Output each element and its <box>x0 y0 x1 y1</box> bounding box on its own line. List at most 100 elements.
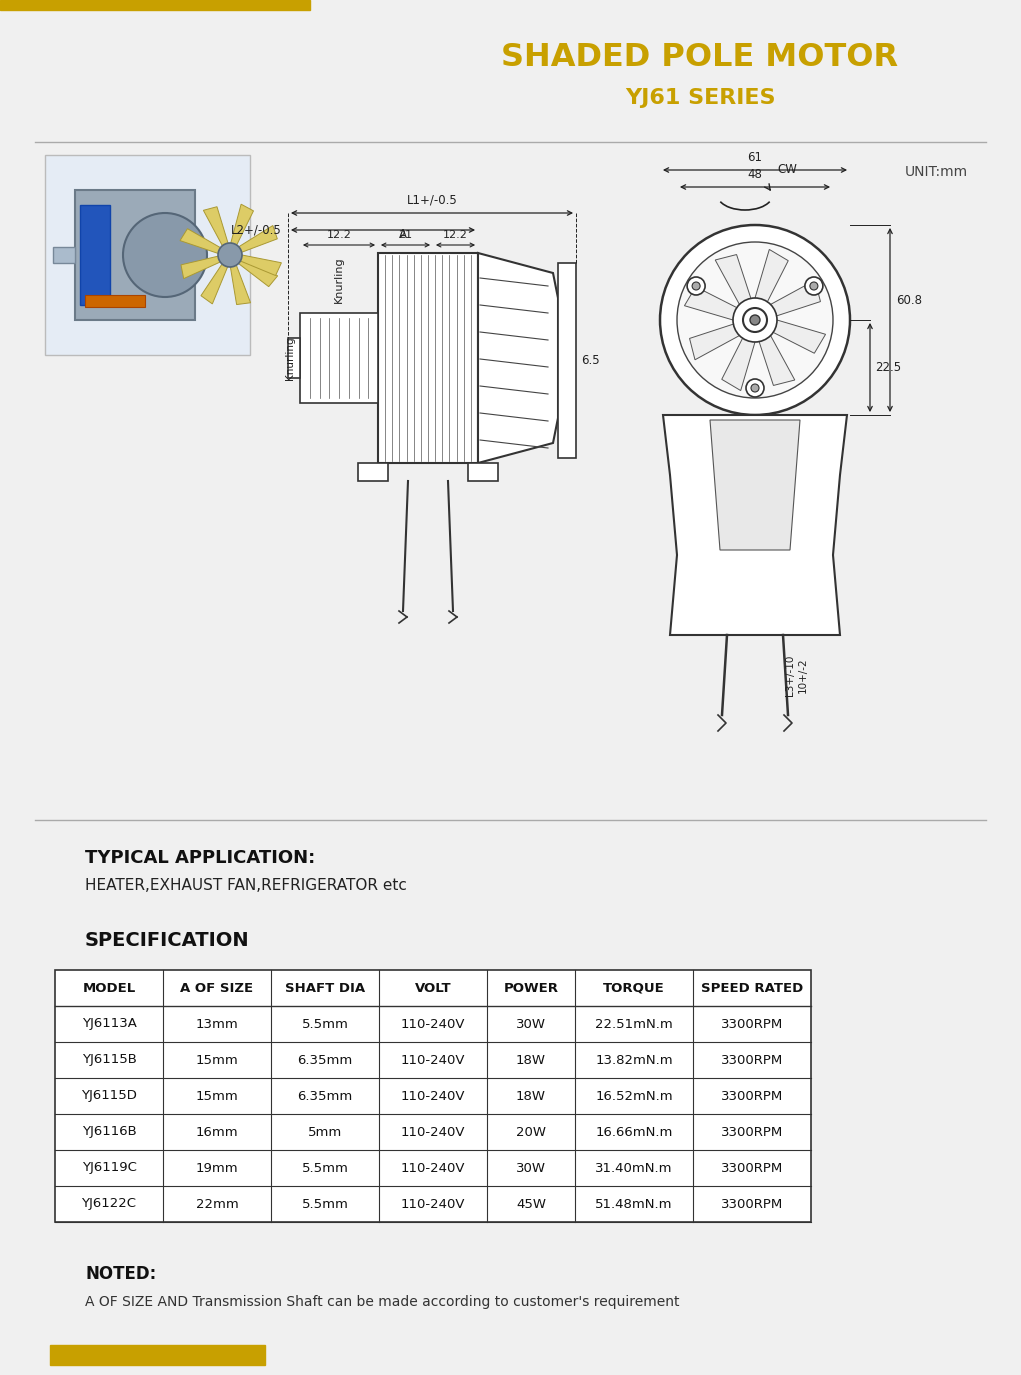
Polygon shape <box>663 415 847 635</box>
Text: 3300RPM: 3300RPM <box>721 1018 783 1030</box>
Polygon shape <box>684 287 738 320</box>
Text: SPEED RATED: SPEED RATED <box>700 982 804 994</box>
Circle shape <box>750 315 760 324</box>
Polygon shape <box>239 226 278 252</box>
Text: 18W: 18W <box>516 1053 546 1067</box>
Text: Knurling: Knurling <box>334 256 344 302</box>
Text: A OF SIZE: A OF SIZE <box>181 982 253 994</box>
Text: 16mm: 16mm <box>196 1126 238 1138</box>
Text: 12.2: 12.2 <box>443 230 468 241</box>
Text: 110-240V: 110-240V <box>401 1198 466 1210</box>
Text: 16.52mN.m: 16.52mN.m <box>595 1089 673 1103</box>
Text: TORQUE: TORQUE <box>603 982 665 994</box>
Bar <box>0 0 310 10</box>
Bar <box>45 155 250 355</box>
Text: 22mm: 22mm <box>196 1198 238 1210</box>
Text: 3300RPM: 3300RPM <box>721 1162 783 1174</box>
Text: POWER: POWER <box>503 982 558 994</box>
Text: 6.5: 6.5 <box>581 353 599 367</box>
Text: 45W: 45W <box>516 1198 546 1210</box>
Text: A OF SIZE AND Transmission Shaft can be made according to customer's requirement: A OF SIZE AND Transmission Shaft can be … <box>85 1295 680 1309</box>
Text: TYPICAL APPLICATION:: TYPICAL APPLICATION: <box>85 848 315 868</box>
Bar <box>300 314 378 403</box>
Polygon shape <box>231 205 253 245</box>
Text: 16.66mN.m: 16.66mN.m <box>595 1126 673 1138</box>
Text: UNIT:mm: UNIT:mm <box>905 165 968 179</box>
Text: SHAFT DIA: SHAFT DIA <box>285 982 366 994</box>
Bar <box>558 263 576 458</box>
Text: L1+/-0.5: L1+/-0.5 <box>406 193 457 206</box>
Text: 31.40mN.m: 31.40mN.m <box>595 1162 673 1174</box>
Text: YJ6119C: YJ6119C <box>82 1162 137 1174</box>
Circle shape <box>677 242 833 397</box>
Circle shape <box>805 276 823 296</box>
Polygon shape <box>240 254 282 275</box>
Circle shape <box>218 243 242 267</box>
Circle shape <box>733 298 777 342</box>
Text: 5mm: 5mm <box>308 1126 342 1138</box>
Circle shape <box>751 384 759 392</box>
Bar <box>50 1345 265 1365</box>
Text: VOLT: VOLT <box>415 982 451 994</box>
Polygon shape <box>201 264 228 304</box>
Polygon shape <box>231 265 250 304</box>
Text: YJ6113A: YJ6113A <box>82 1018 137 1030</box>
Text: 30W: 30W <box>516 1018 546 1030</box>
Text: CW: CW <box>777 164 796 176</box>
Polygon shape <box>771 280 821 316</box>
Polygon shape <box>239 258 278 286</box>
Text: Knurling: Knurling <box>285 337 295 380</box>
Text: 13.82mN.m: 13.82mN.m <box>595 1053 673 1067</box>
Text: 6.35mm: 6.35mm <box>297 1089 352 1103</box>
Text: 5.5mm: 5.5mm <box>301 1162 348 1174</box>
Text: L3+/-10: L3+/-10 <box>785 654 795 696</box>
Text: 3300RPM: 3300RPM <box>721 1126 783 1138</box>
Text: YJ6122C: YJ6122C <box>82 1198 137 1210</box>
Text: 13mm: 13mm <box>196 1018 238 1030</box>
Text: 61: 61 <box>747 151 763 164</box>
Text: 110-240V: 110-240V <box>401 1089 466 1103</box>
Text: 12.2: 12.2 <box>327 230 351 241</box>
Text: MODEL: MODEL <box>83 982 136 994</box>
Text: 5.5mm: 5.5mm <box>301 1018 348 1030</box>
Bar <box>55 969 811 1222</box>
Text: 21: 21 <box>398 230 412 241</box>
Text: 15mm: 15mm <box>196 1089 238 1103</box>
Text: 110-240V: 110-240V <box>401 1162 466 1174</box>
Circle shape <box>687 276 706 296</box>
Text: 10+/-2: 10+/-2 <box>798 657 808 693</box>
Bar <box>358 463 388 481</box>
Text: 6.35mm: 6.35mm <box>297 1053 352 1067</box>
Bar <box>75 190 195 320</box>
Text: 48: 48 <box>747 168 763 182</box>
Circle shape <box>123 213 207 297</box>
Text: SPECIFICATION: SPECIFICATION <box>85 931 249 950</box>
Bar <box>80 205 110 305</box>
Circle shape <box>746 380 764 397</box>
Polygon shape <box>478 253 558 463</box>
Bar <box>85 296 145 307</box>
Polygon shape <box>722 337 755 390</box>
Text: HEATER,EXHAUST FAN,REFRIGERATOR etc: HEATER,EXHAUST FAN,REFRIGERATOR etc <box>85 877 407 892</box>
Text: 20W: 20W <box>516 1126 546 1138</box>
Polygon shape <box>180 228 221 253</box>
Text: 22.51mN.m: 22.51mN.m <box>595 1018 673 1030</box>
Bar <box>288 338 300 378</box>
Circle shape <box>660 226 850 415</box>
Text: 110-240V: 110-240V <box>401 1018 466 1030</box>
Text: NOTED:: NOTED: <box>85 1265 156 1283</box>
Text: 19mm: 19mm <box>196 1162 238 1174</box>
Polygon shape <box>716 254 751 304</box>
Text: 30W: 30W <box>516 1162 546 1174</box>
Text: 22.5: 22.5 <box>875 360 902 374</box>
Text: 15mm: 15mm <box>196 1053 238 1067</box>
Text: 18W: 18W <box>516 1089 546 1103</box>
Text: YJ6115B: YJ6115B <box>82 1053 137 1067</box>
Polygon shape <box>689 323 739 360</box>
Polygon shape <box>203 206 228 246</box>
Text: 3300RPM: 3300RPM <box>721 1089 783 1103</box>
Polygon shape <box>759 336 794 385</box>
Polygon shape <box>181 256 221 279</box>
Polygon shape <box>772 320 826 353</box>
Text: 110-240V: 110-240V <box>401 1053 466 1067</box>
